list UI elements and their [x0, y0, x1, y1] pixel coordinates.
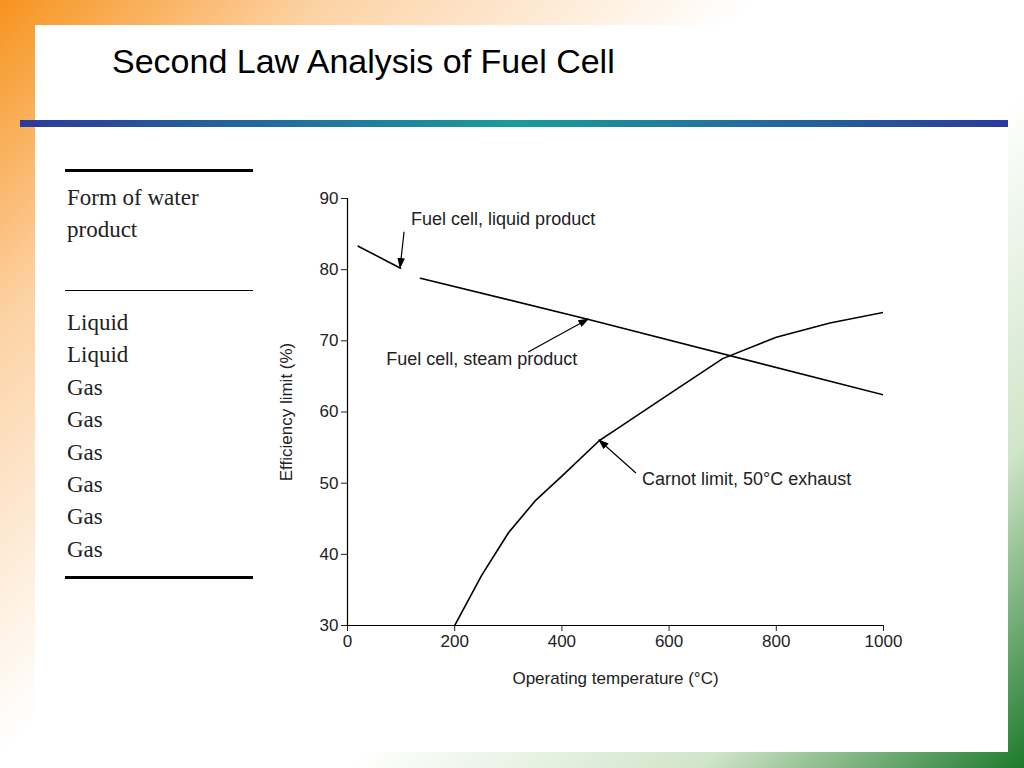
svg-text:30: 30 [320, 616, 339, 635]
svg-text:Efficiency limit (%): Efficiency limit (%) [277, 343, 296, 482]
svg-text:200: 200 [441, 632, 469, 651]
html-text:Gas: Gas [67, 504, 103, 530]
html-text:Gas: Gas [67, 439, 103, 465]
html-text:Second Law Analysis of Fuel Ce: Second Law Analysis of Fuel Cell [112, 42, 615, 80]
svg-text:50: 50 [320, 474, 339, 493]
svg-text:0: 0 [343, 632, 352, 651]
svg-text:Fuel cell, steam product: Fuel cell, steam product [386, 349, 577, 369]
svg-text:1000: 1000 [865, 632, 903, 651]
svg-text:800: 800 [762, 632, 790, 651]
html-text:Gas: Gas [67, 536, 103, 562]
svg-text:70: 70 [320, 331, 339, 350]
svg-text:90: 90 [320, 189, 339, 208]
svg-text:60: 60 [320, 402, 339, 421]
html-text:Gas: Gas [67, 407, 103, 433]
svg-text:Fuel cell, liquid product: Fuel cell, liquid product [411, 209, 595, 229]
html-text:Gas: Gas [67, 374, 103, 400]
svg-text:400: 400 [548, 632, 576, 651]
svg-text:80: 80 [320, 260, 339, 279]
svg-text:40: 40 [320, 545, 339, 564]
svg-text:Operating temperature (°C): Operating temperature (°C) [512, 669, 718, 688]
html-text:Gas: Gas [67, 472, 103, 497]
html-text:Liquid: Liquid [67, 310, 129, 335]
svg-text:Carnot limit, 50°C exhaust: Carnot limit, 50°C exhaust [642, 469, 851, 489]
svg-text:600: 600 [655, 632, 683, 651]
html-text:Liquid: Liquid [67, 342, 129, 368]
html-text:Form of water product: Form of water product [67, 185, 199, 242]
